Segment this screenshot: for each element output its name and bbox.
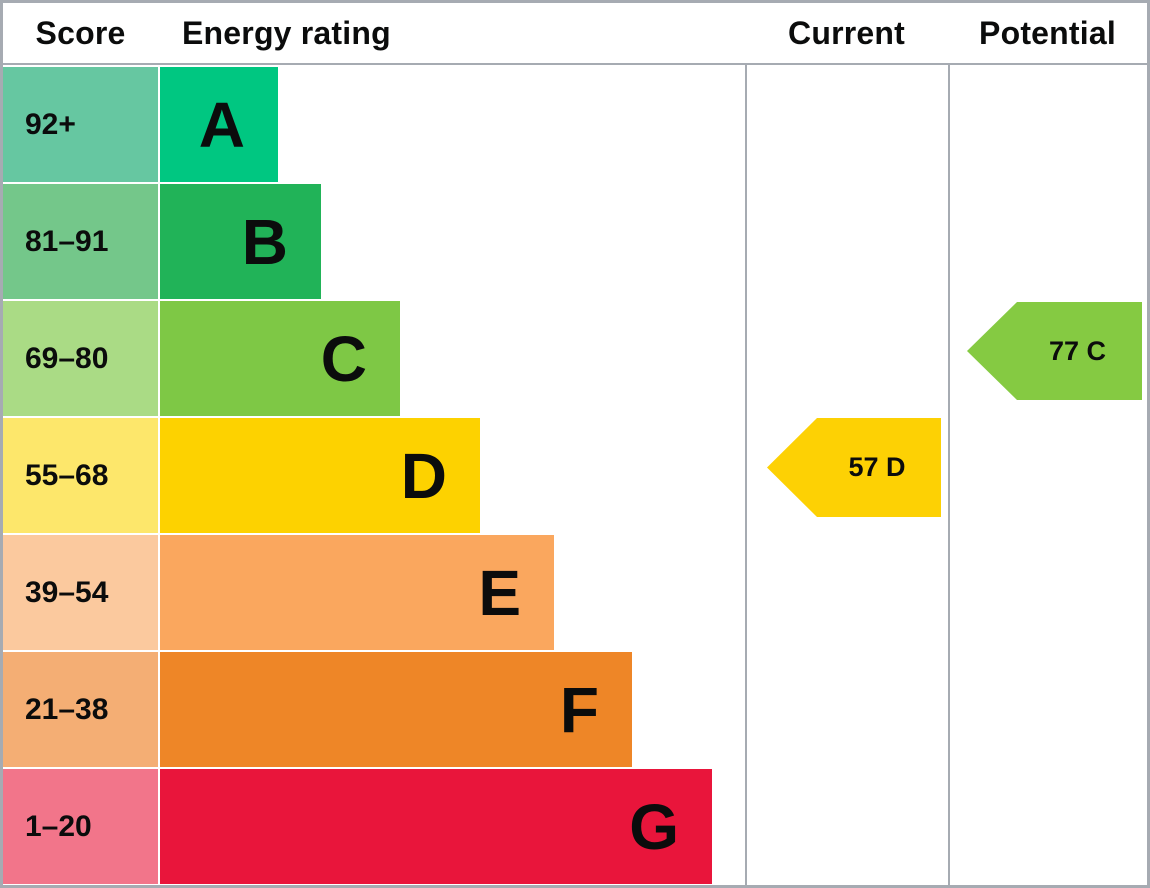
band-score-a: 92+ <box>3 67 158 182</box>
band-bar-d: D <box>160 418 480 533</box>
band-score-g: 1–20 <box>3 769 158 884</box>
band-score-c: 69–80 <box>3 301 158 416</box>
band-bar-g: G <box>160 769 712 884</box>
band-bar-c: C <box>160 301 400 416</box>
current-rating-arrow: 57 D <box>767 418 941 517</box>
band-score-e: 39–54 <box>3 535 158 650</box>
band-row-c: 69–80 C <box>3 301 745 418</box>
header-row: Score Energy rating Current Potential <box>3 3 1147 65</box>
band-bar-b: B <box>160 184 321 299</box>
band-bar-a: A <box>160 67 278 182</box>
band-score-b: 81–91 <box>3 184 158 299</box>
header-potential: Potential <box>979 14 1116 51</box>
band-bar-f: F <box>160 652 632 767</box>
potential-rating-arrow: 77 C <box>967 302 1142 400</box>
band-row-e: 39–54 E <box>3 535 745 652</box>
potential-rating-label: 77 C <box>1048 335 1107 366</box>
band-row-b: 81–91 B <box>3 184 745 301</box>
divider-rating-current <box>745 3 747 885</box>
band-row-f: 21–38 F <box>3 652 745 769</box>
band-bar-e: E <box>160 535 554 650</box>
header-current: Current <box>788 14 905 51</box>
band-score-f: 21–38 <box>3 652 158 767</box>
band-row-d: 55–68 D <box>3 418 745 535</box>
band-row-a: 92+ A <box>3 67 745 184</box>
header-energy-rating: Energy rating <box>182 14 391 51</box>
divider-current-potential <box>948 3 950 885</box>
header-score: Score <box>35 14 126 51</box>
band-score-d: 55–68 <box>3 418 158 533</box>
current-rating-label: 57 D <box>848 452 906 482</box>
band-row-g: 1–20 G <box>3 769 745 885</box>
